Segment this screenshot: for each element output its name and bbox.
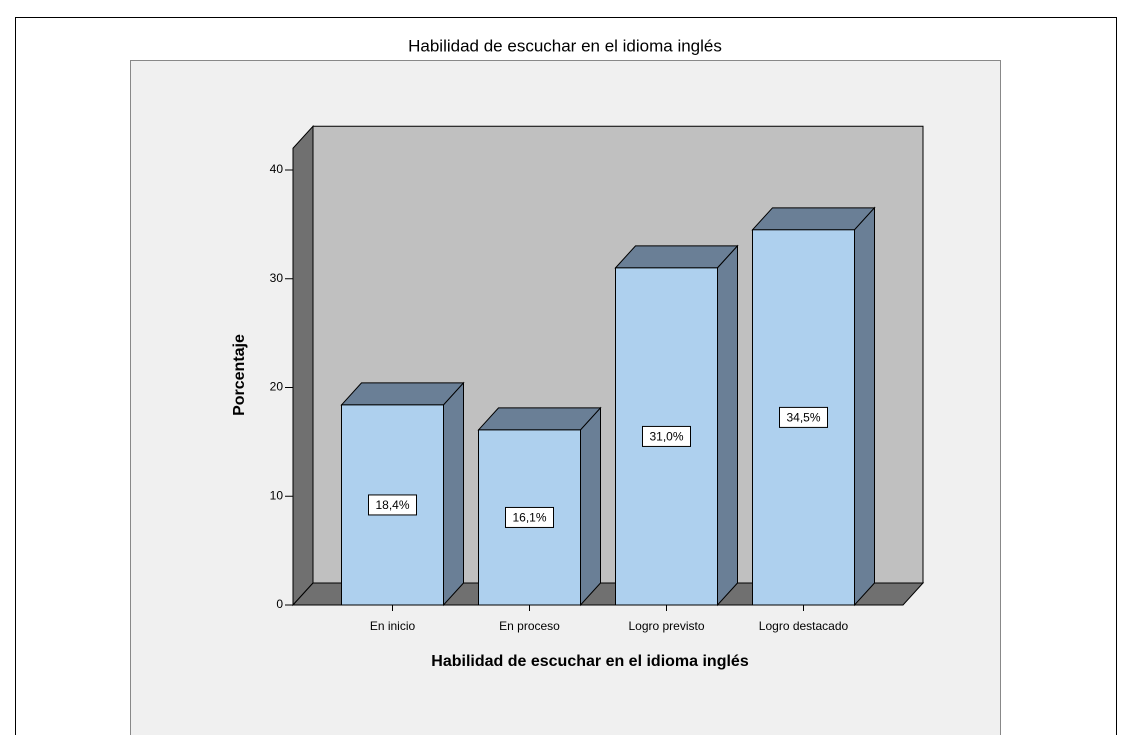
value-label-box xyxy=(368,494,417,516)
value-label: 18,4% xyxy=(375,498,409,512)
value-label: 34,5% xyxy=(786,411,820,425)
bar-top xyxy=(751,207,876,231)
bar-side xyxy=(580,406,601,607)
bar-top xyxy=(477,407,602,431)
bar-top xyxy=(614,245,739,269)
bar-side xyxy=(717,244,738,607)
value-label: 31,0% xyxy=(649,430,683,444)
x-tick-label: Logro previsto xyxy=(628,619,704,633)
x-axis-label: Habilidad de escuchar en el idioma inglé… xyxy=(431,653,749,670)
value-label-box xyxy=(505,506,554,528)
value-label-box xyxy=(642,425,691,447)
y-tick-label: 0 xyxy=(276,597,283,611)
chart-title: Habilidad de escuchar en el idioma inglé… xyxy=(408,36,722,55)
y-tick-label: 10 xyxy=(270,488,284,502)
y-tick-label: 20 xyxy=(270,380,284,394)
bar-side xyxy=(854,206,875,607)
y-tick-label: 30 xyxy=(270,271,284,285)
y-tick-label: 40 xyxy=(270,162,284,176)
side-wall xyxy=(292,124,314,607)
value-label-box xyxy=(779,406,828,428)
value-label: 16,1% xyxy=(512,511,546,525)
bar-side xyxy=(443,381,464,607)
bar-top xyxy=(340,382,465,406)
y-axis-label: Porcentaje xyxy=(231,334,248,416)
x-tick-label: En proceso xyxy=(499,619,560,633)
x-tick-label: Logro destacado xyxy=(759,619,849,633)
x-tick-label: En inicio xyxy=(370,619,416,633)
